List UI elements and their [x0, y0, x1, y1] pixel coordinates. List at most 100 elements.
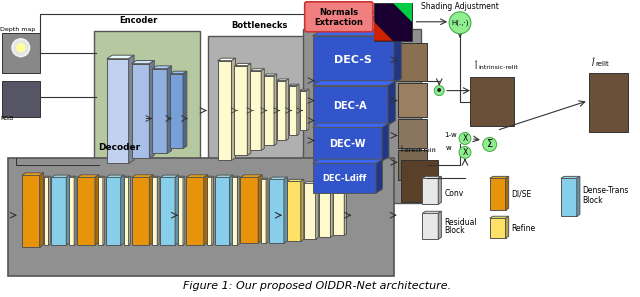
Polygon shape: [51, 175, 70, 177]
Text: 1-w: 1-w: [444, 132, 457, 138]
Text: w: w: [446, 146, 452, 151]
Polygon shape: [132, 64, 149, 158]
Polygon shape: [186, 175, 208, 177]
Polygon shape: [170, 71, 187, 74]
Polygon shape: [183, 71, 187, 148]
Polygon shape: [264, 74, 276, 76]
Polygon shape: [333, 187, 344, 235]
Polygon shape: [490, 218, 506, 238]
Polygon shape: [149, 175, 154, 245]
Polygon shape: [284, 177, 287, 243]
Bar: [374, 3, 412, 41]
Polygon shape: [312, 123, 389, 127]
Polygon shape: [289, 86, 297, 135]
Text: Block: Block: [444, 226, 465, 235]
Text: Î: Î: [475, 62, 477, 71]
Polygon shape: [106, 177, 121, 245]
Polygon shape: [438, 211, 442, 239]
Polygon shape: [214, 177, 230, 245]
Polygon shape: [344, 186, 346, 235]
Text: Decoders: Decoders: [336, 14, 380, 23]
Polygon shape: [44, 176, 51, 177]
Text: Refine: Refine: [511, 224, 536, 233]
Text: H(.,·): H(.,·): [451, 20, 468, 26]
Polygon shape: [241, 175, 262, 177]
Polygon shape: [422, 178, 438, 204]
Polygon shape: [77, 177, 95, 245]
Polygon shape: [40, 173, 44, 247]
Polygon shape: [269, 179, 284, 243]
Polygon shape: [264, 76, 274, 146]
Circle shape: [483, 138, 497, 151]
Polygon shape: [316, 182, 318, 239]
Polygon shape: [67, 175, 70, 245]
Polygon shape: [312, 81, 396, 86]
Polygon shape: [129, 176, 131, 245]
Polygon shape: [183, 176, 185, 245]
Text: Î: Î: [399, 147, 402, 154]
Polygon shape: [218, 61, 232, 160]
Bar: [94, 31, 200, 160]
Polygon shape: [304, 182, 318, 183]
Text: relit: relit: [596, 61, 609, 67]
Polygon shape: [307, 89, 309, 130]
Bar: [401, 160, 438, 202]
Polygon shape: [297, 84, 299, 135]
Circle shape: [449, 12, 471, 34]
Polygon shape: [277, 79, 289, 80]
Polygon shape: [374, 22, 393, 41]
Polygon shape: [175, 175, 179, 245]
Text: Î: Î: [591, 59, 594, 68]
Text: DEC-S: DEC-S: [334, 55, 372, 65]
Polygon shape: [95, 175, 99, 245]
Polygon shape: [577, 176, 580, 216]
Polygon shape: [250, 69, 264, 71]
Polygon shape: [312, 159, 383, 163]
Polygon shape: [77, 175, 99, 177]
Polygon shape: [124, 176, 131, 177]
Polygon shape: [506, 216, 509, 238]
Text: Extraction: Extraction: [314, 18, 363, 27]
Polygon shape: [300, 89, 309, 91]
Text: Encoder: Encoder: [119, 16, 157, 25]
Polygon shape: [266, 178, 268, 243]
Polygon shape: [261, 69, 264, 150]
Text: DEC-A: DEC-A: [333, 101, 367, 110]
Polygon shape: [132, 61, 154, 64]
Polygon shape: [152, 69, 167, 154]
Polygon shape: [129, 55, 134, 163]
Bar: [2, 80, 40, 116]
Polygon shape: [69, 177, 74, 245]
Circle shape: [17, 44, 25, 52]
Polygon shape: [69, 176, 76, 177]
Polygon shape: [422, 176, 442, 178]
Text: Bottlenecks: Bottlenecks: [231, 21, 287, 30]
Text: intrinsic-relit: intrinsic-relit: [479, 65, 518, 70]
Polygon shape: [107, 59, 129, 163]
Polygon shape: [237, 176, 239, 245]
Polygon shape: [98, 176, 105, 177]
Polygon shape: [186, 177, 204, 245]
Polygon shape: [319, 184, 333, 185]
Polygon shape: [388, 81, 396, 126]
Polygon shape: [152, 177, 157, 245]
Polygon shape: [103, 176, 105, 245]
Polygon shape: [152, 66, 172, 69]
Text: Conv: Conv: [444, 189, 463, 198]
Text: RGB: RGB: [0, 116, 13, 121]
Polygon shape: [301, 179, 304, 241]
Polygon shape: [44, 177, 49, 245]
Text: direct-relit: direct-relit: [404, 148, 436, 154]
Polygon shape: [274, 74, 276, 146]
Polygon shape: [261, 179, 266, 243]
Polygon shape: [178, 176, 185, 177]
Polygon shape: [124, 177, 129, 245]
Polygon shape: [49, 176, 51, 245]
Text: Dense-Trans: Dense-Trans: [582, 186, 629, 195]
Polygon shape: [234, 66, 247, 155]
Polygon shape: [149, 61, 154, 158]
Polygon shape: [289, 84, 299, 86]
Polygon shape: [207, 177, 212, 245]
Text: DEC-Ldiff: DEC-Ldiff: [322, 174, 367, 183]
Polygon shape: [247, 64, 251, 155]
